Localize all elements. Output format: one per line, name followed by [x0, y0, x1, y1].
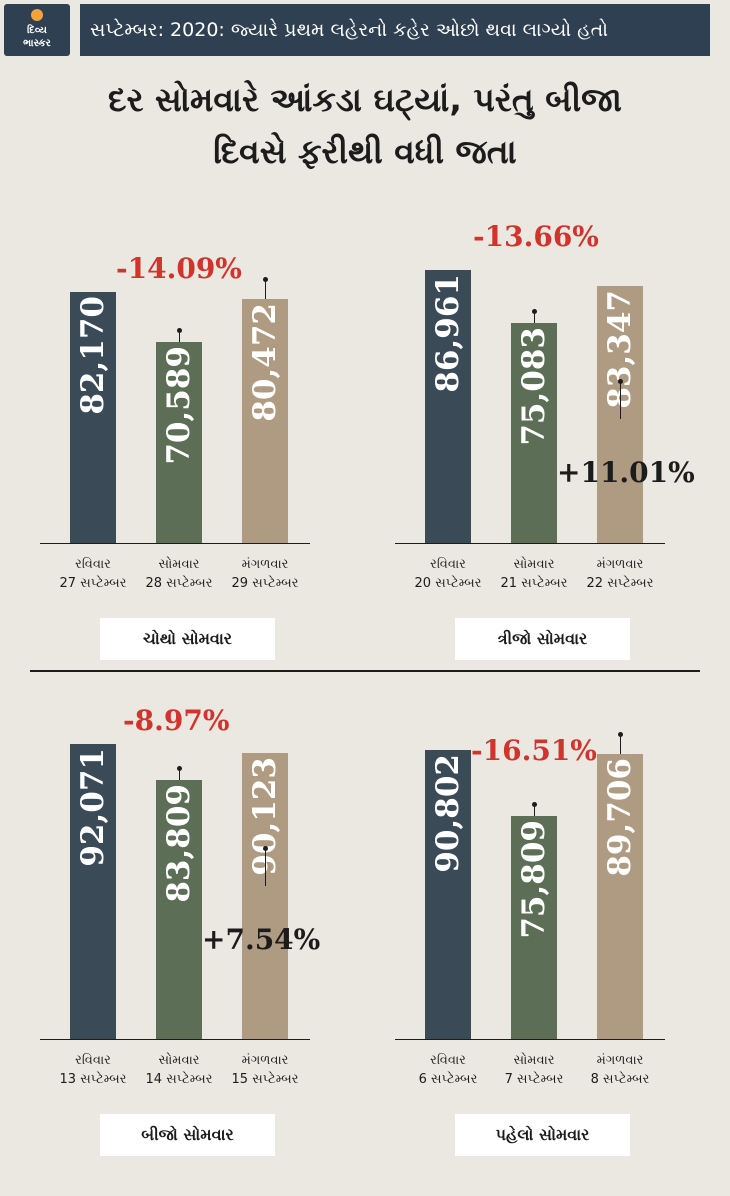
chart-baseline [395, 543, 665, 544]
x-tick-label-sunday: રવિવાર 13 સપ્ટેમ્બર [59, 1053, 127, 1087]
x-tick-label-tuesday: મંગળવાર 29 સપ્ટેમ્બર [231, 557, 299, 591]
bar-value-label: 86,961 [430, 274, 466, 394]
monday-marker-dot [531, 308, 537, 314]
week-label: બીજો સોમવાર [100, 1114, 275, 1156]
x-tick-label-tuesday: મંગળવાર 8 સપ્ટેમ્બર [590, 1053, 650, 1087]
x-tick-label-tuesday: મંગળવાર 22 સપ્ટેમ્બર [586, 557, 654, 591]
bar-monday: 70,589 [156, 342, 202, 543]
monday-marker-line [178, 768, 180, 781]
chart-panel-week-4: 82,170 70,589 80,472 રવિવાર 27 સપ્ટેમ્બર સોમ… [30, 240, 350, 700]
drop-percentage-label: -16.51% [471, 734, 597, 767]
bar-monday: 75,083 [511, 322, 557, 543]
x-tick-label-sunday: રવિવાર 20 સપ્ટેમ્બર [414, 557, 482, 591]
chart-baseline [395, 1039, 665, 1040]
logo-text: દિવ્ય ભાસ્કર [23, 25, 51, 49]
bar-value-label: 70,589 [161, 346, 197, 466]
bar-sunday: 86,961 [425, 270, 471, 543]
tuesday-rise-line [264, 847, 266, 886]
banner-title: સપ્ટેમ્બર: 2020: જ્યારે પ્રથમ લહેરનો કહે… [80, 4, 710, 56]
divya-bhaskar-logo: દિવ્ય ભાસ્કર [4, 4, 70, 56]
bar-value-label: 92,071 [75, 748, 111, 867]
x-tick-label-monday: સોમવાર 7 સપ્ટેમ્બર [504, 1053, 564, 1087]
bar-value-label: 83,809 [161, 784, 197, 903]
bar-value-label: 75,083 [516, 326, 552, 446]
bar-tuesday: 89,706 [597, 754, 643, 1039]
bar-value-label: 89,706 [602, 758, 638, 878]
chart-baseline [40, 543, 310, 544]
tuesday-marker-dot [617, 732, 623, 738]
monday-marker-line [178, 330, 180, 343]
monday-marker-dot [531, 801, 537, 807]
rise-percentage-label: +7.54% [202, 922, 321, 956]
week-label: ત્રીજો સોમવાર [455, 618, 630, 660]
chart-panel-week-3: 86,961 75,083 83,347 રવિવાર 20 સપ્ટેમ્બર સોમ… [385, 222, 705, 700]
x-tick-label-monday: સોમવાર 21 સપ્ટેમ્બર [500, 557, 568, 591]
bar-value-label: 90,802 [430, 753, 466, 873]
bar-sunday: 90,802 [425, 749, 471, 1039]
bar-sunday: 82,170 [70, 291, 116, 543]
chart-panel-week-2: 92,071 83,809 90,123 રવિવાર 13 સપ્ટેમ્બર સોમ… [30, 706, 350, 1196]
tuesday-marker-line [264, 279, 266, 300]
week-label: ચોથો સોમવાર [100, 618, 275, 660]
x-tick-label-tuesday: મંગળવાર 15 સપ્ટેમ્બર [231, 1053, 299, 1087]
rise-percentage-label: +11.01% [557, 456, 695, 490]
chart-panel-week-1: 90,802 75,809 89,706 રવિવાર 6 સપ્ટેમ્બર સોમવ… [385, 732, 705, 1196]
page-title: દર સોમવારે આંકડા ઘટ્યાં, પરંતુ બીજા દિવસ… [108, 80, 622, 171]
week-label: પહેલો સોમવાર [455, 1114, 630, 1156]
tuesday-marker-line [619, 734, 621, 755]
x-tick-label-monday: સોમવાર 14 સપ્ટેમ્બર [145, 1053, 213, 1087]
monday-marker-line [533, 803, 535, 816]
bar-monday: 83,809 [156, 780, 202, 1039]
monday-marker-line [533, 310, 535, 323]
drop-percentage-label: -14.09% [116, 252, 242, 285]
tuesday-rise-dot [617, 379, 623, 385]
bar-value-label: 82,170 [75, 295, 111, 415]
tuesday-marker-dot [262, 277, 268, 283]
drop-percentage-label: -8.97% [123, 704, 230, 737]
drop-percentage-label: -13.66% [473, 220, 599, 253]
bar-tuesday: 80,472 [242, 299, 288, 543]
x-tick-label-monday: સોમવાર 28 સપ્ટેમ્બર [145, 557, 213, 591]
bar-value-label: 75,809 [516, 819, 552, 939]
bar-monday: 75,809 [511, 815, 557, 1039]
header: દિવ્ય ભાસ્કર સપ્ટેમ્બર: 2020: જ્યારે પ્ર… [0, 0, 730, 60]
tuesday-rise-dot [262, 845, 268, 851]
chart-baseline [40, 1039, 310, 1040]
x-tick-label-sunday: રવિવાર 6 સપ્ટેમ્બર [418, 1053, 478, 1087]
monday-marker-dot [176, 328, 182, 334]
section-divider [30, 670, 700, 672]
bar-tuesday: 90,123 [242, 752, 288, 1039]
x-tick-label-sunday: રવિવાર 27 સપ્ટેમ્બર [59, 557, 127, 591]
tuesday-rise-line [619, 381, 621, 420]
bar-value-label: 80,472 [247, 303, 283, 422]
bar-sunday: 92,071 [70, 744, 116, 1039]
monday-marker-dot [176, 766, 182, 772]
sun-icon [31, 9, 43, 21]
